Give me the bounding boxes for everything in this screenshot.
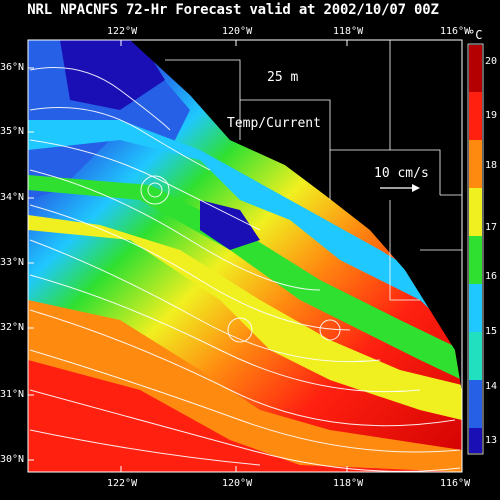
colorbar-tick: 19 [485,110,498,121]
lat-tick: 36°N [0,62,25,73]
lon-tick-bottom: 118°W [333,478,364,489]
map-title: NRL NPACNFS 72-Hr Forecast valid at 2002… [27,2,439,18]
colorbar-tick: 14 [485,381,498,392]
vector-scale-arrow [380,184,420,192]
axis-ticks [28,40,348,472]
lat-tick: 32°N [0,322,25,333]
lat-tick: 34°N [0,192,25,203]
lon-tick-top: 122°W [107,26,138,37]
colorbar-unit: °C [468,28,483,42]
lat-tick: 30°N [0,454,25,465]
vector-scale-label: 10 cm/s [374,166,429,181]
lat-tick: 31°N [0,389,25,400]
colorbar-tick: 17 [485,222,498,233]
land-mask [130,40,462,392]
lat-tick: 33°N [0,257,25,268]
colorbar-tick: 16 [485,271,498,282]
colorbar-tick: 20 [485,56,498,67]
lon-tick-top: 116°W [440,26,471,37]
lat-tick: 35°N [0,126,25,137]
land-boundaries [165,40,462,301]
depth-label: 25 m [267,70,299,85]
lon-tick-bottom: 122°W [107,478,138,489]
colorbar-tick: 13 [485,435,498,446]
lon-tick-top: 118°W [333,26,364,37]
current-streamlines [29,67,461,472]
colorbar-tick: 18 [485,160,498,171]
lon-tick-top: 120°W [222,26,253,37]
lon-tick-bottom: 116°W [440,478,471,489]
map-frame [27,39,463,473]
field-label: Temp/Current [227,116,321,131]
lon-tick-bottom: 120°W [222,478,253,489]
colorbar [467,43,484,455]
colorbar-tick: 15 [485,326,498,337]
